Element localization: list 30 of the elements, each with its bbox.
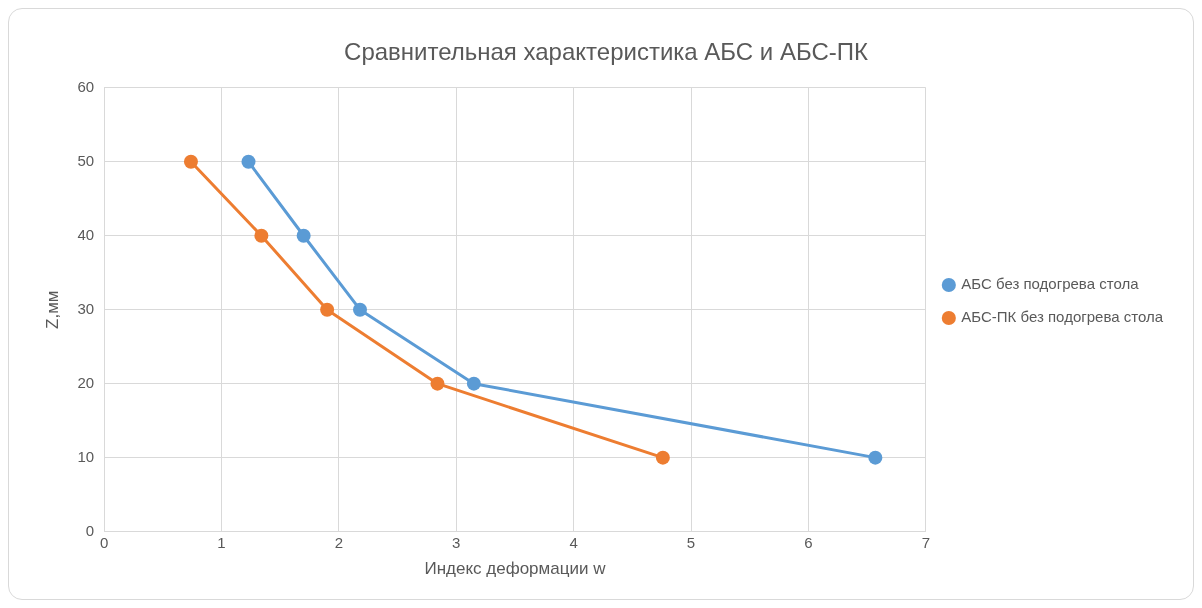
y-tick-label: 10 xyxy=(77,447,95,465)
x-tick-label: 3 xyxy=(452,533,461,551)
x-axis-title: Индекс деформации w xyxy=(424,559,607,579)
x-tick-label: 6 xyxy=(804,533,813,551)
y-tick-label: 60 xyxy=(77,77,95,95)
x-tick-label: 5 xyxy=(686,533,696,551)
point xyxy=(241,154,256,169)
point xyxy=(466,376,481,391)
point xyxy=(868,450,883,465)
legend-label: АБС без подогрева стола xyxy=(961,275,1140,293)
y-axis-title: Z,мм xyxy=(42,290,62,329)
x-tick-label: 2 xyxy=(334,533,344,551)
y-tick-label: 50 xyxy=(77,151,95,169)
x-tick-label: 7 xyxy=(921,533,930,551)
x-tick-label: 4 xyxy=(569,533,578,551)
point xyxy=(430,376,445,391)
point xyxy=(320,302,335,317)
y-tick-label: 0 xyxy=(85,521,95,539)
chart-title: Сравнительная характеристика АБС и АБС-ПК xyxy=(344,38,868,66)
y-tick-label: 30 xyxy=(77,299,95,317)
y-tick-label: 40 xyxy=(77,225,95,243)
legend-label: АБС-ПК без подогрева стола xyxy=(961,308,1164,326)
point xyxy=(655,450,670,465)
point xyxy=(183,154,198,169)
y-tick-label: 20 xyxy=(77,373,95,391)
point xyxy=(254,228,269,243)
x-tick-label: 0 xyxy=(99,533,109,551)
point xyxy=(296,228,311,243)
point xyxy=(353,302,367,317)
x-tick-label: 1 xyxy=(217,533,226,551)
